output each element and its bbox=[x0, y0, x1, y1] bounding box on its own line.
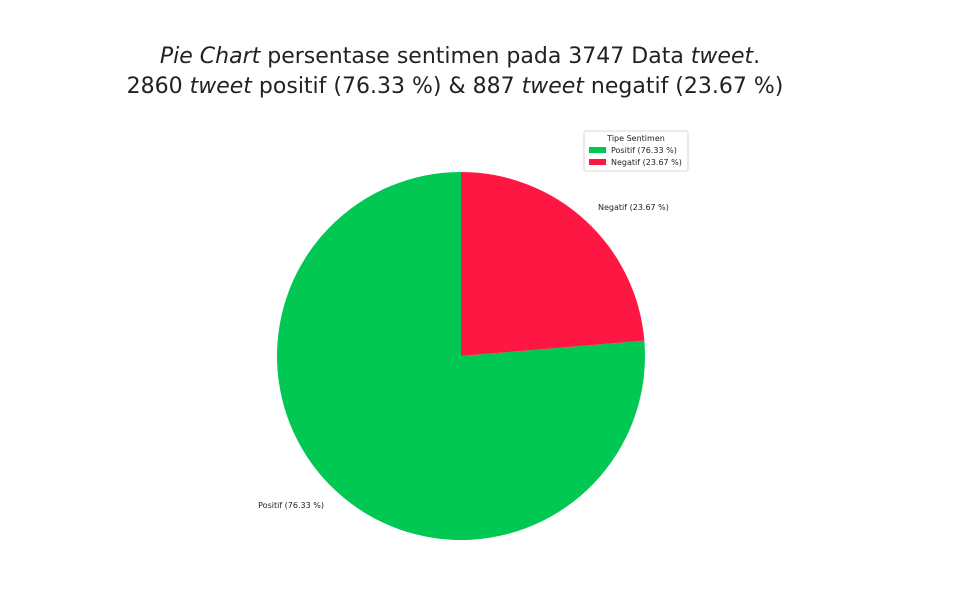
legend-label-negatif: Negatif (23.67 %) bbox=[611, 158, 682, 167]
chart-title-line-2: 2860 tweet positif (76.33 %) & 887 tweet… bbox=[127, 74, 784, 99]
title-line-1-part-4: . bbox=[753, 44, 760, 69]
slice-label-negatif: Negatif (23.67 %) bbox=[598, 203, 669, 212]
title-line-1-part-3: tweet bbox=[691, 44, 755, 69]
slice-label-positif: Positif (76.33 %) bbox=[258, 501, 324, 510]
legend-swatch-positif bbox=[589, 147, 606, 153]
title-line-1-part-2: persentase sentimen pada 3747 Data bbox=[260, 44, 691, 69]
title-line-2-part-3: positif (76.33 %) & 887 bbox=[252, 74, 522, 99]
title-line-1-part-1: Pie Chart bbox=[160, 44, 262, 69]
title-line-2-part-1: 2860 bbox=[127, 74, 190, 99]
title-line-2-part-2: tweet bbox=[190, 74, 254, 99]
chart-title-line-1: Pie Chart persentase sentimen pada 3747 … bbox=[160, 44, 760, 69]
legend-items: Positif (76.33 %) Negatif (23.67 %) bbox=[589, 146, 682, 167]
pie-slice-negatif bbox=[461, 172, 645, 356]
legend-swatch-negatif bbox=[589, 159, 606, 165]
slice-labels: Positif (76.33 %) Negatif (23.67 %) bbox=[258, 203, 669, 510]
title-line-2-part-4: tweet bbox=[522, 74, 586, 99]
legend-label-positif: Positif (76.33 %) bbox=[611, 146, 677, 155]
legend-title: Tipe Sentimen bbox=[606, 134, 665, 143]
legend: Tipe Sentimen Positif (76.33 %) Negatif (… bbox=[583, 130, 689, 172]
legend-frame bbox=[583, 130, 689, 172]
pie-slices bbox=[277, 172, 645, 540]
title-line-2-part-5: negatif (23.67 %) bbox=[584, 74, 783, 99]
